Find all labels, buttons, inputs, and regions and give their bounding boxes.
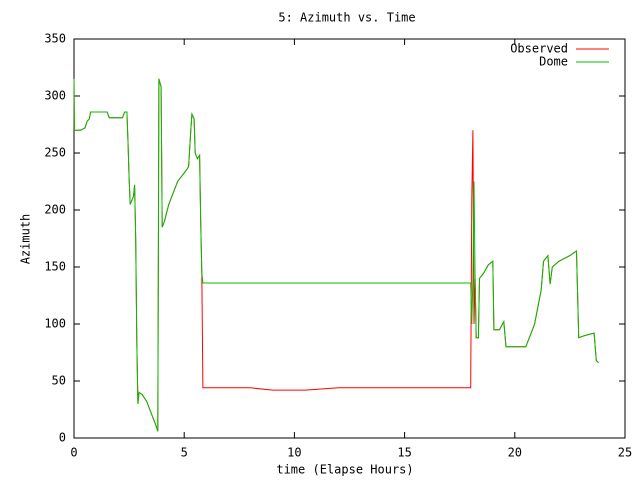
x-tick-label: 25	[618, 446, 632, 460]
y-tick-label: 0	[59, 431, 66, 445]
data-line	[73, 78, 599, 432]
y-tick-label: 350	[44, 32, 66, 46]
y-axis-label: Azimuth	[19, 214, 33, 265]
y-tick-label: 250	[44, 146, 66, 160]
chart-title: 5: Azimuth vs. Time	[278, 11, 415, 25]
x-tick-label: 15	[397, 446, 411, 460]
y-tick-label: 100	[44, 317, 66, 331]
x-tick-label: 0	[70, 446, 77, 460]
y-tick-label: 300	[44, 89, 66, 103]
y-tick-label: 50	[52, 374, 66, 388]
y-tick-label: 200	[44, 203, 66, 217]
plot-border	[73, 38, 626, 439]
legend-label: Observed	[510, 42, 568, 56]
legend-label: Dome	[539, 55, 568, 69]
x-tick-label: 10	[287, 446, 301, 460]
x-axis-label: time (Elapse Hours)	[276, 463, 413, 477]
data-line	[73, 78, 599, 432]
x-tick-label: 20	[508, 446, 522, 460]
y-tick-label: 150	[44, 260, 66, 274]
x-tick-label: 5	[181, 446, 188, 460]
